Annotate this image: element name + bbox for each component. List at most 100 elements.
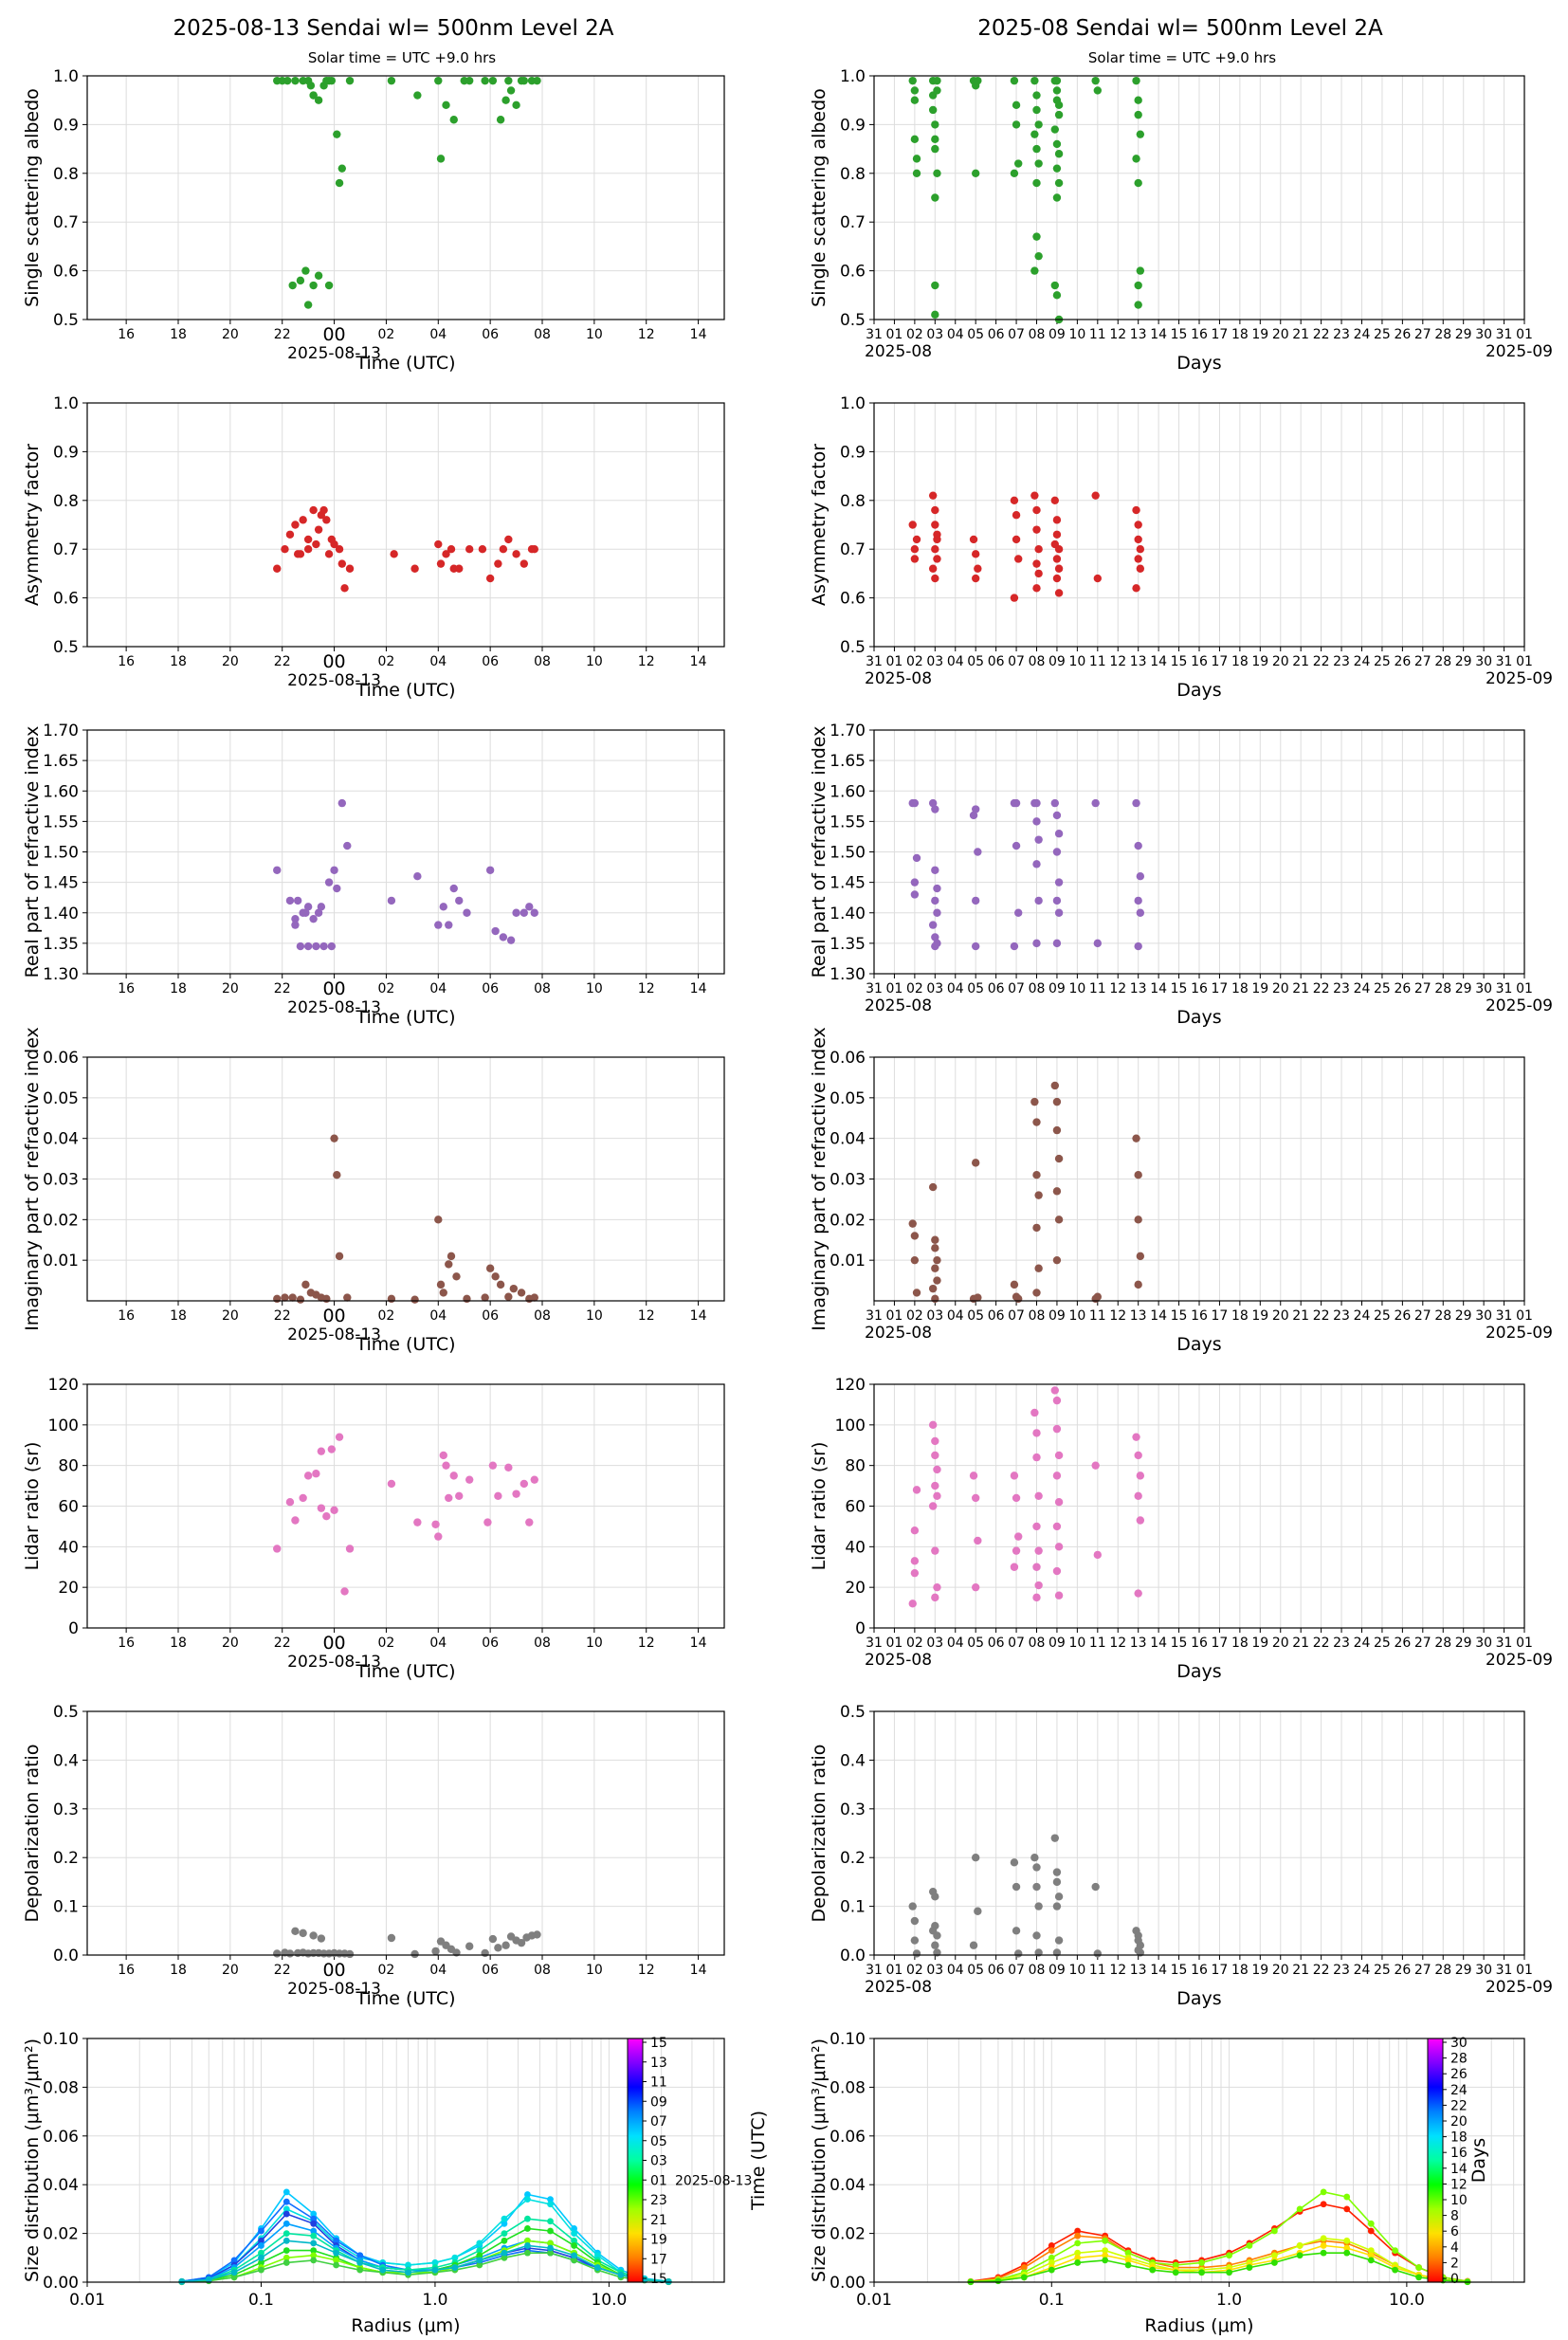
x-tick-label: 13 bbox=[1130, 327, 1147, 342]
x-tick-label: 31 bbox=[1496, 1308, 1513, 1324]
x-tick-label: 23 bbox=[1333, 327, 1350, 342]
data-point bbox=[335, 1433, 344, 1441]
data-point bbox=[1052, 811, 1062, 820]
series-point bbox=[310, 2215, 318, 2222]
panel-day_size: 0.00 0.02 0.04 0.06 0.08 0.10 0.01 0.1 1.0 10.0 Ra… bbox=[22, 2030, 769, 2336]
data-point bbox=[969, 535, 978, 544]
data-point bbox=[345, 1949, 355, 1959]
data-point bbox=[912, 535, 921, 544]
x-tick-label: 12 bbox=[1109, 1963, 1126, 1978]
data-point bbox=[343, 841, 352, 850]
x-tick-label: 10 bbox=[1068, 654, 1085, 669]
y-tick-label: 0.8 bbox=[840, 492, 866, 511]
x-tick-label: 08 bbox=[534, 654, 551, 669]
colorbar-tick-label: 19 bbox=[650, 2233, 667, 2248]
x-tick-label: 09 bbox=[1048, 1963, 1066, 1978]
data-point bbox=[337, 798, 346, 808]
data-point bbox=[1032, 939, 1041, 948]
data-point bbox=[1052, 1868, 1062, 1876]
data-point bbox=[496, 1280, 505, 1289]
x-tick-label: 03 bbox=[926, 981, 943, 996]
data-point bbox=[322, 516, 331, 524]
x-tick-label: 25 bbox=[1374, 1636, 1391, 1651]
x-tick-label: 14 bbox=[690, 1636, 707, 1651]
date-label: 2025-08-13 bbox=[287, 1653, 381, 1672]
data-point bbox=[931, 1451, 939, 1460]
x-tick-label: 30 bbox=[1475, 1308, 1492, 1324]
x-tick-label: 08 bbox=[1029, 981, 1046, 996]
data-point bbox=[1136, 564, 1145, 573]
x-tick-label: 15 bbox=[1171, 1963, 1188, 1978]
series-point bbox=[1102, 2237, 1109, 2244]
series-point bbox=[283, 2220, 290, 2227]
data-point bbox=[933, 884, 941, 893]
data-point bbox=[447, 545, 456, 554]
series-point bbox=[310, 2210, 318, 2218]
data-point bbox=[1134, 301, 1142, 309]
y-tick-label: 0.4 bbox=[53, 1751, 79, 1770]
data-point bbox=[1030, 266, 1039, 275]
data-point bbox=[488, 1934, 498, 1944]
x-tick-label: 08 bbox=[534, 1963, 551, 1978]
data-point bbox=[452, 1272, 461, 1281]
data-point bbox=[1054, 589, 1064, 597]
y-tick-label: 0.5 bbox=[840, 638, 866, 657]
x-tick-label: 08 bbox=[534, 1308, 551, 1324]
x-tick-label: 09 bbox=[1048, 981, 1066, 996]
x-tick-label: 17 bbox=[1212, 654, 1229, 669]
month-end-label: 2025-09 bbox=[1486, 342, 1553, 361]
x-tick-label: 06 bbox=[482, 1963, 499, 1978]
data-point bbox=[1034, 159, 1043, 168]
y-tick-label: 120 bbox=[835, 1376, 866, 1395]
series-point bbox=[1296, 2252, 1304, 2259]
series-point bbox=[501, 2215, 508, 2222]
data-point bbox=[504, 76, 513, 85]
x-tick-label: 04 bbox=[947, 981, 964, 996]
x-tick-label: 06 bbox=[482, 1636, 499, 1651]
data-point bbox=[387, 1294, 396, 1304]
x-tick-label: 11 bbox=[1089, 1308, 1106, 1324]
x-tick-label: 04 bbox=[429, 981, 447, 996]
x-tick-label: 24 bbox=[1354, 1963, 1371, 1978]
x-tick-label: 16 bbox=[1191, 327, 1208, 342]
x-tick-label: 18 bbox=[1231, 981, 1249, 996]
y-tick-label: 1.60 bbox=[830, 782, 866, 801]
x-tick-label: 00 bbox=[322, 1960, 345, 1981]
x-axis-label: Days bbox=[1176, 1988, 1221, 2009]
x-tick-label: 29 bbox=[1455, 327, 1472, 342]
data-point bbox=[512, 908, 520, 917]
data-point bbox=[1034, 1264, 1043, 1272]
x-tick-label: 12 bbox=[638, 1636, 655, 1651]
x-tick-label: 12 bbox=[1109, 327, 1126, 342]
series-point bbox=[1102, 2257, 1109, 2264]
x-tick-label: 01 bbox=[886, 1963, 903, 1978]
colorbar-tick-label: 13 bbox=[650, 2056, 667, 2071]
data-point bbox=[1052, 193, 1062, 202]
x-tick-label: 31 bbox=[1496, 1963, 1513, 1978]
data-point bbox=[1054, 178, 1064, 188]
data-point bbox=[1054, 1892, 1064, 1901]
x-tick-label: 06 bbox=[482, 1308, 499, 1324]
x-tick-label: 10 bbox=[1068, 327, 1085, 342]
x-tick-label: 13 bbox=[1130, 1963, 1147, 1978]
data-point bbox=[501, 1941, 510, 1949]
x-tick-label: 30 bbox=[1475, 327, 1492, 342]
data-point bbox=[1134, 110, 1142, 119]
series-point bbox=[1226, 2269, 1232, 2276]
panel-month_depol: 0.00.10.20.30.40.531 01 02 03 04 05 06 07 08 09 10… bbox=[809, 1703, 1553, 2009]
x-tick-label: 08 bbox=[534, 327, 551, 342]
x-tick-label: 00 bbox=[322, 978, 345, 999]
x-tick-label: 26 bbox=[1394, 1308, 1411, 1324]
x-tick-label: 18 bbox=[170, 327, 187, 342]
data-point bbox=[273, 866, 282, 874]
series-line bbox=[970, 2237, 1468, 2283]
data-point bbox=[517, 1938, 526, 1947]
data-point bbox=[327, 535, 337, 544]
data-point bbox=[390, 550, 398, 558]
y-tick-label: 1.35 bbox=[830, 935, 866, 954]
date-label: 2025-08-13 bbox=[287, 998, 381, 1017]
data-point bbox=[1132, 155, 1140, 163]
y-tick-label: 0.5 bbox=[840, 1703, 866, 1722]
x-tick-label: 02 bbox=[378, 1308, 395, 1324]
data-point bbox=[1136, 545, 1145, 554]
